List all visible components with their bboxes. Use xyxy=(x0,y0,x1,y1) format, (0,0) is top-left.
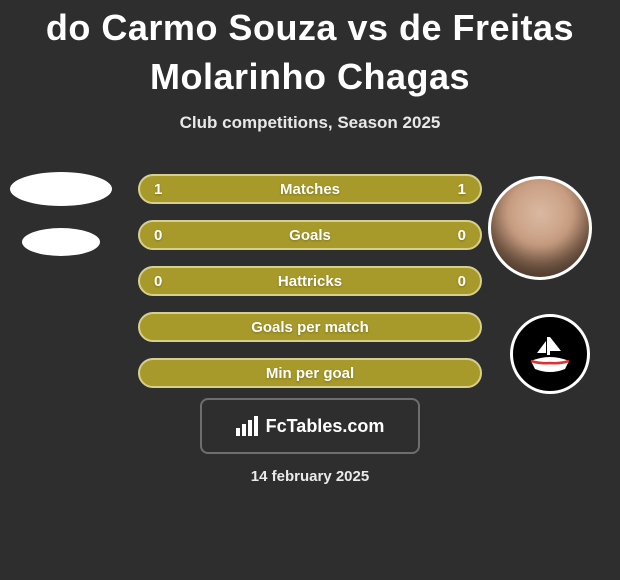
stat-label: Matches xyxy=(280,181,340,198)
stat-right-value: 1 xyxy=(458,181,466,198)
stat-label: Goals per match xyxy=(251,319,369,336)
stat-label: Min per goal xyxy=(266,365,354,382)
club-badge xyxy=(510,314,590,394)
stat-right-value: 0 xyxy=(458,227,466,244)
stat-row: 0 Goals 0 xyxy=(138,220,482,250)
brand-box: FcTables.com xyxy=(200,398,420,454)
footer-date: 14 february 2025 xyxy=(0,468,620,485)
player-left-avatar-1 xyxy=(10,172,112,206)
brand-label: FcTables.com xyxy=(266,416,385,437)
stat-left-value: 0 xyxy=(154,227,162,244)
stat-row: Goals per match xyxy=(138,312,482,342)
page-subtitle: Club competitions, Season 2025 xyxy=(0,113,620,133)
player-right-avatar xyxy=(488,176,592,280)
stats-container: 1 Matches 1 0 Goals 0 0 Hattricks 0 Goals per mat… xyxy=(138,174,482,404)
stat-left-value: 0 xyxy=(154,273,162,290)
stat-label: Goals xyxy=(289,227,331,244)
page-title: do Carmo Souza vs de Freitas Molarinho C… xyxy=(0,0,620,101)
stat-row: 0 Hattricks 0 xyxy=(138,266,482,296)
ship-icon xyxy=(527,331,573,377)
stat-label: Hattricks xyxy=(278,273,342,290)
stat-row: 1 Matches 1 xyxy=(138,174,482,204)
stat-right-value: 0 xyxy=(458,273,466,290)
player-left-avatar-2 xyxy=(22,228,100,256)
stat-left-value: 1 xyxy=(154,181,162,198)
bars-icon xyxy=(236,416,258,436)
stat-row: Min per goal xyxy=(138,358,482,388)
